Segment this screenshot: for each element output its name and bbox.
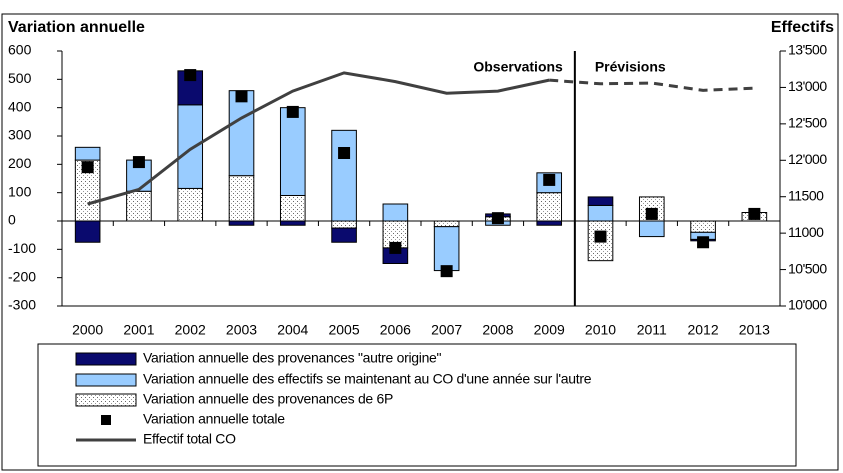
y2-tick-label: 12'500 [788, 115, 827, 131]
total-marker [491, 212, 504, 225]
y-tick-label: 300 [8, 127, 32, 143]
bar [74, 220, 101, 243]
bar [331, 129, 357, 222]
bar [587, 196, 614, 206]
y-tick-label: -200 [8, 268, 36, 284]
x-tick-label: 2001 [123, 322, 154, 338]
legend-label: Variation annuelle totale [143, 411, 285, 427]
bar [382, 203, 409, 222]
x-tick-label: 2008 [482, 322, 513, 338]
bar [279, 220, 306, 226]
legend-swatch [75, 373, 137, 387]
bar [228, 90, 255, 177]
total-marker [594, 230, 607, 243]
bar [433, 226, 460, 272]
legend-label: Variation annuelle des provenances "autr… [143, 350, 442, 366]
bar [177, 187, 204, 222]
total-line [87, 71, 550, 206]
total-marker [286, 105, 299, 118]
x-tick-label: 2000 [72, 322, 103, 338]
legend-label: Variation annuelle des provenances de 6P [143, 391, 393, 407]
x-tick-label: 2005 [328, 322, 359, 338]
y-tick-label: 200 [8, 155, 32, 171]
bar [228, 175, 255, 222]
y2-tick-label: 13'000 [788, 78, 827, 94]
x-tick-label: 2012 [687, 322, 718, 338]
total-marker [338, 147, 351, 159]
y-tick-label: 600 [8, 42, 32, 58]
total-marker [132, 156, 145, 169]
total-marker [184, 69, 197, 82]
x-tick-label: 2007 [431, 322, 462, 338]
y2-tick-label: 10'000 [788, 297, 827, 313]
x-tick-label: 2006 [380, 322, 411, 338]
y2-tick-label: 11000 [788, 224, 824, 240]
bar [690, 220, 716, 233]
bar [433, 220, 460, 228]
y-tick-label: -100 [8, 240, 36, 256]
bar [331, 227, 357, 243]
x-tick-label: 2013 [739, 322, 770, 338]
x-tick-label: 2002 [175, 322, 206, 338]
bar [587, 220, 614, 262]
y2-axis-title: Effectifs [771, 19, 834, 36]
annotation: Prévisions [595, 59, 666, 75]
bar [228, 220, 255, 226]
bar [279, 107, 306, 196]
bar [638, 220, 665, 238]
y-axis-title: Variation annuelle [8, 19, 145, 36]
chart-frame [1, 13, 839, 471]
x-tick-label: 2009 [534, 322, 565, 338]
y-tick-label: -300 [8, 297, 36, 313]
x-tick-label: 2004 [277, 322, 308, 338]
bar [536, 192, 563, 222]
x-tick-label: 2010 [585, 322, 616, 338]
total-marker [543, 173, 556, 186]
bar [587, 204, 614, 222]
bar [126, 190, 152, 222]
bar [331, 220, 357, 229]
y2-tick-label: 12'000 [788, 151, 827, 167]
y-tick-label: 0 [8, 212, 16, 228]
total-marker [645, 207, 658, 220]
forecast-line [549, 78, 755, 92]
bar [177, 104, 204, 189]
total-marker [389, 241, 402, 254]
y-tick-label: 100 [8, 183, 32, 199]
legend-label: Effectif total CO [143, 431, 236, 447]
legend-swatch [75, 352, 137, 366]
total-marker [440, 265, 453, 278]
y2-tick-label: 11500 [788, 187, 824, 203]
bar [74, 146, 101, 161]
legend-swatch [75, 393, 137, 407]
y-tick-label: 400 [8, 98, 32, 114]
legend-box [37, 343, 797, 467]
annotation: Observations [473, 59, 563, 75]
y-tick-label: 500 [8, 70, 32, 86]
y2-tick-label: 10'500 [788, 260, 827, 276]
x-tick-label: 2011 [637, 322, 667, 338]
total-marker [697, 236, 710, 249]
total-marker [748, 207, 761, 220]
y2-tick-label: 13'500 [788, 42, 827, 58]
bar [279, 195, 306, 222]
total-marker [235, 90, 248, 103]
bar [536, 220, 563, 226]
legend-swatch [101, 415, 111, 425]
total-marker [81, 161, 94, 174]
x-tick-label: 2003 [226, 322, 257, 338]
legend-label: Variation annuelle des effectifs se main… [143, 371, 592, 387]
